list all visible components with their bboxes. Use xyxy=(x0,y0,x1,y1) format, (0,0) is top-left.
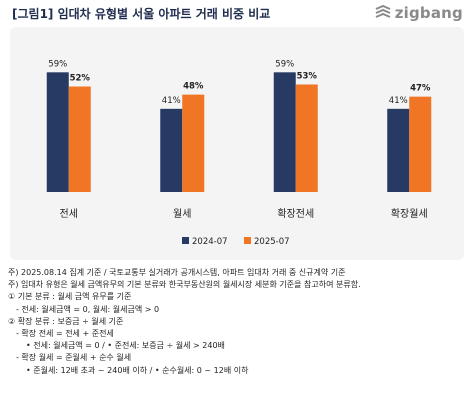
note-extended-jeonse: - 확장 전세 = 전세 + 준전세 xyxy=(16,329,114,339)
figure-title: [그림1] 임대차 유형별 서울 아파트 거래 비중 비교 xyxy=(12,7,271,21)
bar-series1 xyxy=(46,72,69,192)
bar-series1 xyxy=(160,108,183,192)
logo-text: zigbang xyxy=(394,4,463,22)
note-classification: 주) 임대차 유형은 월세 금액유무의 기본 분류와 한국부동산원의 월세시장 … xyxy=(8,280,361,290)
data-label: 47% xyxy=(410,84,431,94)
legend-swatch xyxy=(244,237,251,244)
note-basic-heading: ① 기본 분류 : 월세 금액 유무를 기준 xyxy=(8,292,132,302)
bar-series2 xyxy=(409,96,432,192)
note-extended-wolse: - 확장 월세 = 준월세 + 순수 월세 xyxy=(16,353,132,363)
data-label: 41% xyxy=(389,96,408,106)
note-extended-jeonse-detail: • 전세: 월세금액 = 0 / • 준전세: 보증금 ÷ 월세 > 240배 xyxy=(26,341,225,351)
footnotes: 주) 2025.08.14 집계 기준 / 국토교통부 실거래가 공개시스템, … xyxy=(8,267,468,377)
data-label: 48% xyxy=(183,82,204,92)
legend-swatch xyxy=(182,237,189,244)
legend-label: 2025-07 xyxy=(254,237,290,247)
category-label: 확장전세 xyxy=(277,208,314,220)
chart-panel: 59% 52% 전세 41% 48% 월세 59% 53% 확장전세 41% 47% 확장월세 2024… xyxy=(10,27,464,260)
category-label: 전세 xyxy=(60,208,78,220)
data-label: 53% xyxy=(297,71,318,81)
bar-series2 xyxy=(68,86,91,192)
bar-series2 xyxy=(295,84,318,192)
bar-chart: 59%52%전세41%48%월세59%53%확장전세41%47%확장월세2024… xyxy=(46,59,432,247)
bar-series2 xyxy=(182,94,205,192)
data-label: 59% xyxy=(48,59,67,69)
category-label: 확장월세 xyxy=(391,208,428,220)
note-extended-wolse-detail: • 준월세: 12배 초과 ~ 240배 이하 / • 순수월세: 0 ~ 12… xyxy=(26,365,249,375)
header: [그림1] 임대차 유형별 서울 아파트 거래 비중 비교 zigbang xyxy=(0,0,473,26)
legend-label: 2024-07 xyxy=(192,237,228,247)
note-source: 주) 2025.08.14 집계 기준 / 국토교통부 실거래가 공개시스템, … xyxy=(8,268,346,277)
note-basic-detail: - 전세: 월세금액 = 0, 월세: 월세금액 > 0 xyxy=(16,304,160,314)
bar-series1 xyxy=(273,72,296,192)
zigbang-logo-icon xyxy=(375,5,391,18)
bar-series1 xyxy=(387,108,410,192)
category-label: 월세 xyxy=(173,208,191,220)
data-label: 59% xyxy=(275,59,294,69)
note-extended-heading: ② 확장 분류 : 보증금 ÷ 월세 기준 xyxy=(8,316,124,326)
data-label: 41% xyxy=(162,96,181,106)
data-label: 52% xyxy=(70,74,91,84)
zigbang-logo: zigbang xyxy=(374,3,463,23)
